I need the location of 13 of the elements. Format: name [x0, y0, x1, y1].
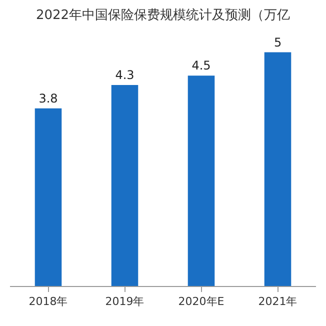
bar [264, 52, 292, 286]
data-label: 4.5 [192, 58, 211, 73]
bar [34, 108, 62, 286]
chart-title: 2022年中国保险保费规模统计及预测（万亿 [36, 8, 290, 23]
x-tick-label: 2020年E [178, 295, 224, 308]
x-tick-label: 2018年 [28, 295, 68, 308]
data-label: 5 [274, 35, 282, 50]
x-tick-label: 2019年 [105, 295, 144, 308]
data-label: 3.8 [38, 91, 58, 106]
bar [111, 85, 138, 286]
bar [188, 76, 215, 286]
data-label: 4.3 [115, 68, 134, 82]
x-tick-label: 2021年 [258, 295, 298, 308]
